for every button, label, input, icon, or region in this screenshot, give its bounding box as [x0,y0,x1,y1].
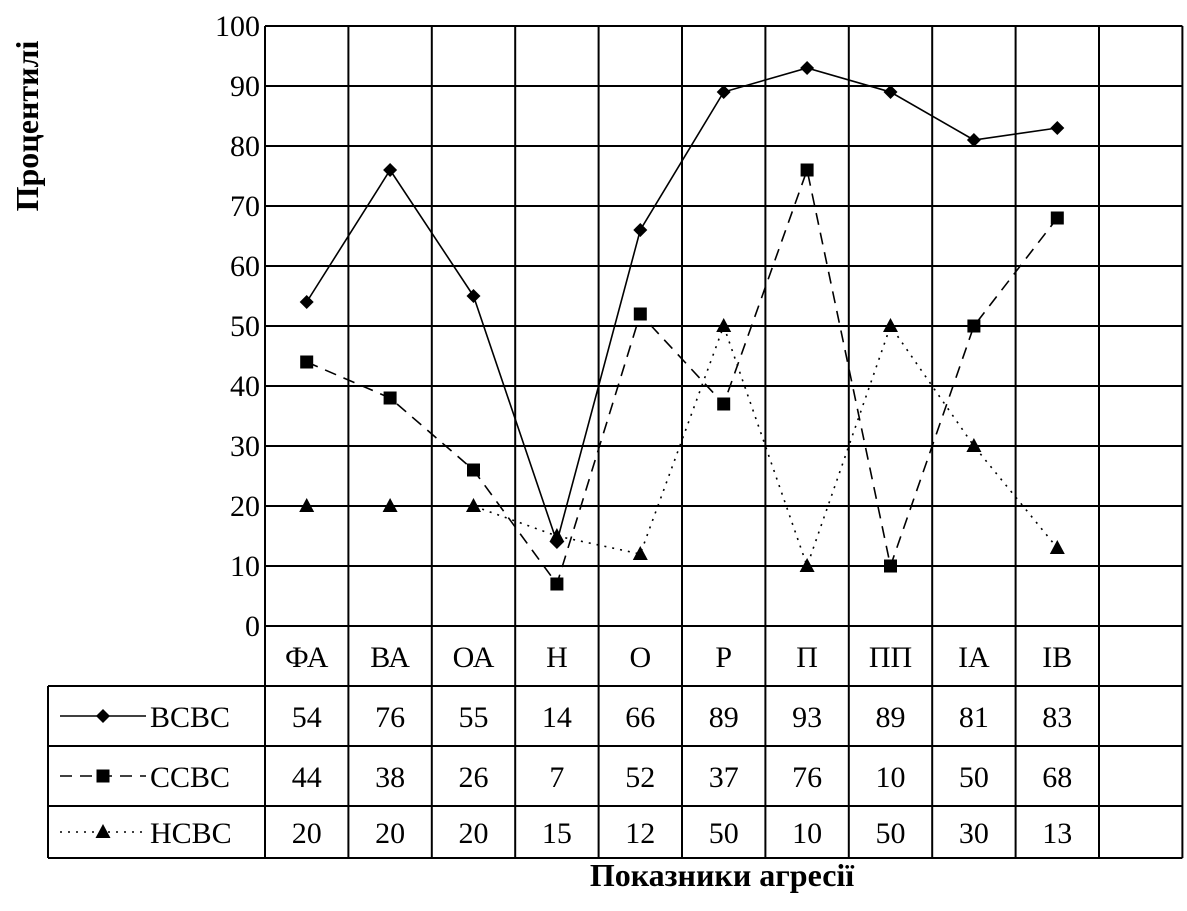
y-tick-label: 100 [215,10,260,43]
series-name: ВСВС [150,701,230,734]
square-marker [467,463,480,477]
y-tick-label: 0 [245,610,260,643]
diamond-marker [800,61,815,75]
y-tick-label: 60 [230,250,260,283]
square-marker [383,391,397,405]
table-value: 44 [292,761,322,794]
square-marker [967,319,981,333]
table-value: 38 [375,761,405,794]
square-marker [717,397,731,411]
table-value: 13 [1042,817,1072,850]
series-markers [299,61,1065,591]
table-value: 30 [959,817,989,850]
triangle-marker [716,318,732,332]
table-value: 10 [792,817,822,850]
chart-grid [264,25,1184,858]
category-label: ФА [285,641,329,674]
series-line-1 [306,167,1058,586]
square-marker [884,559,897,573]
table-value: 55 [459,701,489,734]
triangle-marker [632,546,648,560]
diamond-marker [96,709,110,723]
square-marker [96,769,110,783]
category-label: О [629,641,651,674]
table-value: 20 [459,817,489,850]
table-value: 15 [542,817,572,850]
series-name: НСВС [150,817,232,850]
table-value: 89 [876,701,906,734]
diamond-marker [383,163,398,177]
x-axis-title: Показники агресії [590,857,855,893]
triangle-marker [95,824,111,838]
category-label: ПП [869,641,912,674]
table-value: 37 [709,761,739,794]
category-label: ІВ [1042,641,1072,674]
triangle-marker [466,498,481,512]
category-label: ОА [453,641,495,674]
y-tick-label: 80 [230,130,260,163]
category-label: Н [546,641,568,674]
table-value: 10 [876,761,906,794]
table-value: 7 [549,761,564,794]
triangle-marker [299,498,315,512]
table-value: 26 [459,761,489,794]
table-value: 50 [709,817,739,850]
series-line-0 [306,67,1058,545]
table-value: 20 [292,817,322,850]
table-value: 54 [292,701,322,734]
diamond-marker [716,85,731,99]
diamond-marker [299,295,314,309]
table-value: 12 [625,817,655,850]
table-value: 89 [709,701,739,734]
y-axis-ticks: 0 10 20 30 40 50 60 70 80 90 100 [215,10,260,643]
category-label: ІА [958,641,990,674]
square-marker [550,577,564,591]
table-value: 93 [792,701,822,734]
y-tick-label: 20 [230,490,260,523]
table-value: 20 [375,817,405,850]
category-label: Р [715,641,732,674]
table-value: 66 [625,701,655,734]
triangle-marker [1049,540,1065,554]
y-tick-label: 30 [230,430,260,463]
square-marker [633,307,647,321]
table-value: 81 [959,701,989,734]
y-tick-label: 50 [230,310,260,343]
triangle-marker [549,528,565,542]
table-value: 52 [625,761,655,794]
category-label: П [796,641,818,674]
y-tick-label: 90 [230,70,260,103]
table-value: 83 [1042,701,1072,734]
square-marker [800,163,814,177]
y-tick-label: 40 [230,370,260,403]
series-lines [306,67,1058,586]
table-value: 50 [876,817,906,850]
diamond-marker [466,289,481,303]
triangle-marker [883,318,898,332]
series-name: ССВС [150,761,230,794]
triangle-marker [799,558,815,572]
y-axis-title: Процентилі [9,41,45,212]
category-label: ВА [370,641,410,674]
diamond-marker [966,133,981,147]
square-marker [300,355,314,369]
table-value: 76 [375,701,405,734]
square-marker [1050,211,1064,225]
diamond-marker [633,223,648,237]
triangle-marker [382,498,398,512]
table-value: 76 [792,761,822,794]
table-value: 68 [1042,761,1072,794]
table-value: 14 [542,701,572,734]
triangle-marker [966,438,982,452]
y-tick-label: 70 [230,190,260,223]
diamond-marker [1050,121,1065,135]
y-tick-label: 10 [230,550,260,583]
table-value: 50 [959,761,989,794]
diamond-marker [883,85,898,99]
